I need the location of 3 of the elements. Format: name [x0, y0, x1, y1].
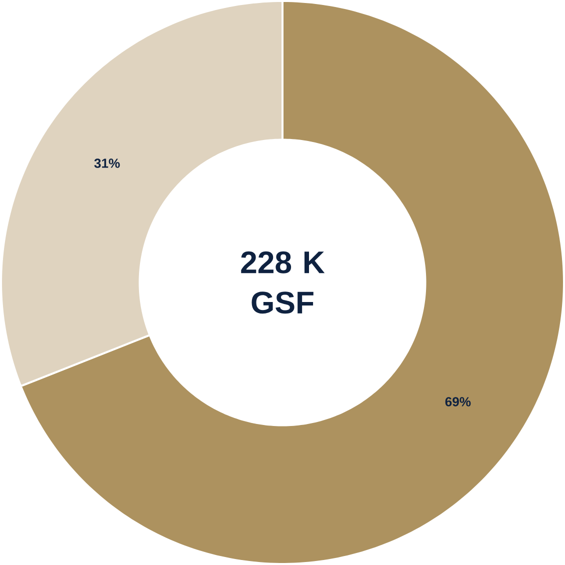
- data-label: 69%: [445, 397, 471, 406]
- text: 228 K GSF: [241, 251, 325, 314]
- data-label: 31%: [94, 158, 120, 168]
